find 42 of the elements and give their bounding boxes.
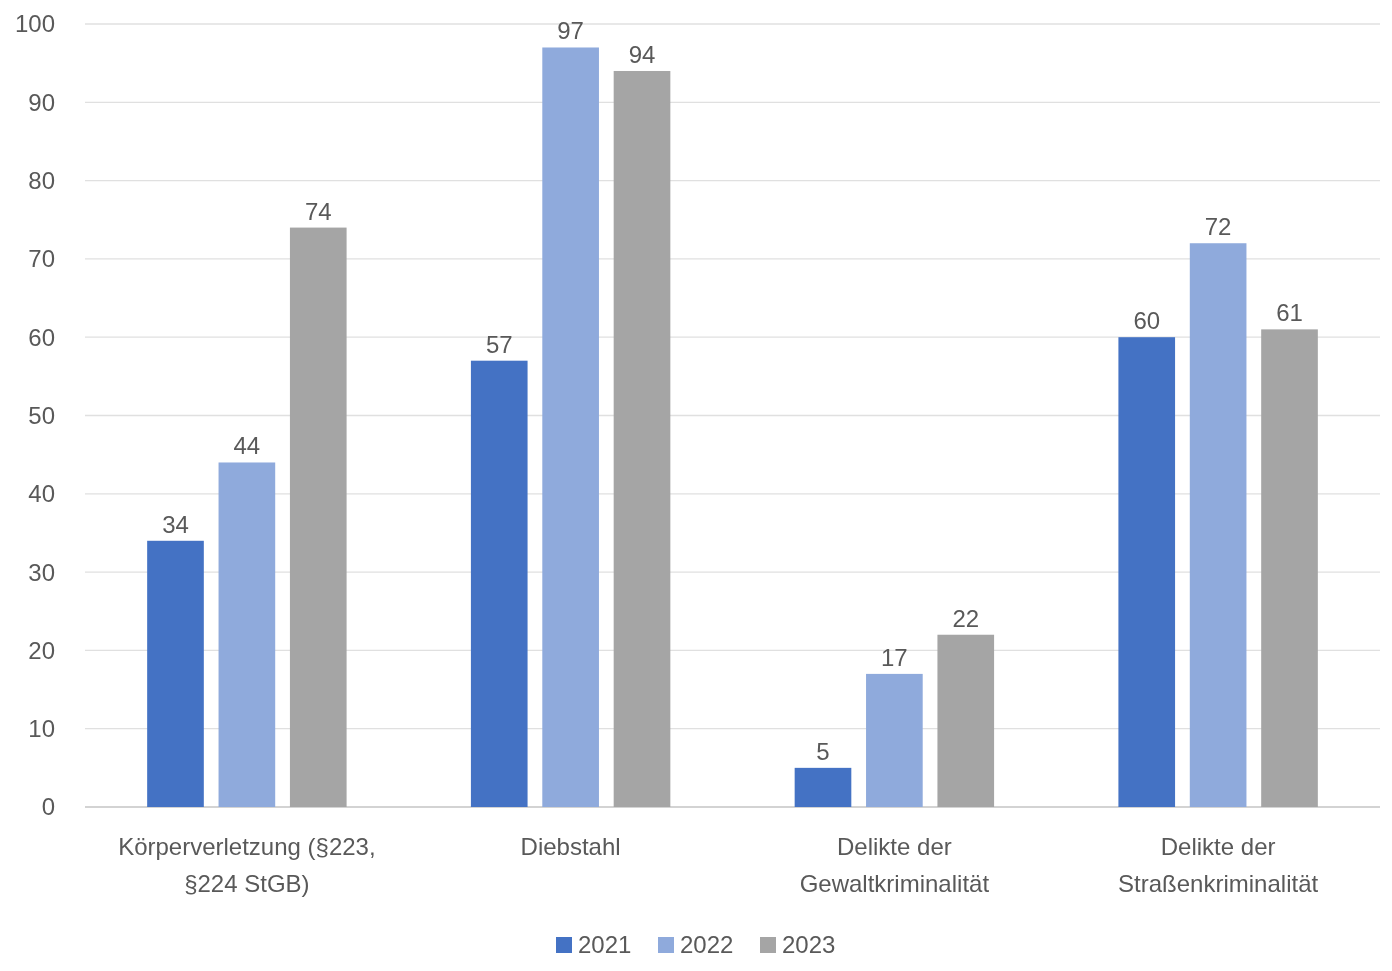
data-label: 72 [1204,213,1232,241]
x-tick-label: Diebstahl [520,833,621,860]
bar [542,47,599,807]
data-label: 22 [952,604,980,632]
bar [218,462,276,807]
legend-label: 2022 [680,931,734,958]
legend-label: 2021 [578,931,632,958]
bar [147,540,204,807]
y-tick-label: 50 [28,401,55,429]
x-tick-label: Delikte der Straßenkriminalität [1118,833,1319,897]
x-tick-label: Delikte der Gewaltkriminalität [799,833,990,897]
legend-label: 2023 [782,931,836,958]
bar [289,227,347,807]
data-label: 57 [485,330,513,358]
data-label: 5 [816,737,830,765]
y-tick-label: 60 [28,323,55,351]
data-label: 74 [304,197,332,225]
y-tick-label: 10 [28,715,55,743]
data-label: 34 [162,510,189,538]
y-tick-label: 100 [14,10,55,38]
bar [1118,337,1176,807]
data-label: 44 [233,432,261,460]
data-label: 97 [557,17,584,45]
bar [866,673,923,807]
bar [613,70,671,807]
data-label: 94 [628,40,656,68]
y-tick-label: 30 [28,558,55,586]
bar [1189,243,1247,807]
y-tick-label: 80 [28,167,55,194]
data-label: 61 [1276,299,1303,327]
y-tick-label: 20 [28,636,55,664]
x-tick-label: Körperverletzung (§223, §224 StGB) [118,833,376,897]
y-tick-label: 90 [28,88,55,116]
bar [794,767,852,807]
data-label: 17 [881,643,908,671]
y-tick-label: 70 [28,245,55,273]
bar [937,634,995,807]
bar [470,360,528,807]
y-tick-label: 40 [28,480,55,508]
bar [1261,329,1318,807]
y-tick-label: 0 [41,793,55,821]
data-label: 60 [1133,307,1161,335]
